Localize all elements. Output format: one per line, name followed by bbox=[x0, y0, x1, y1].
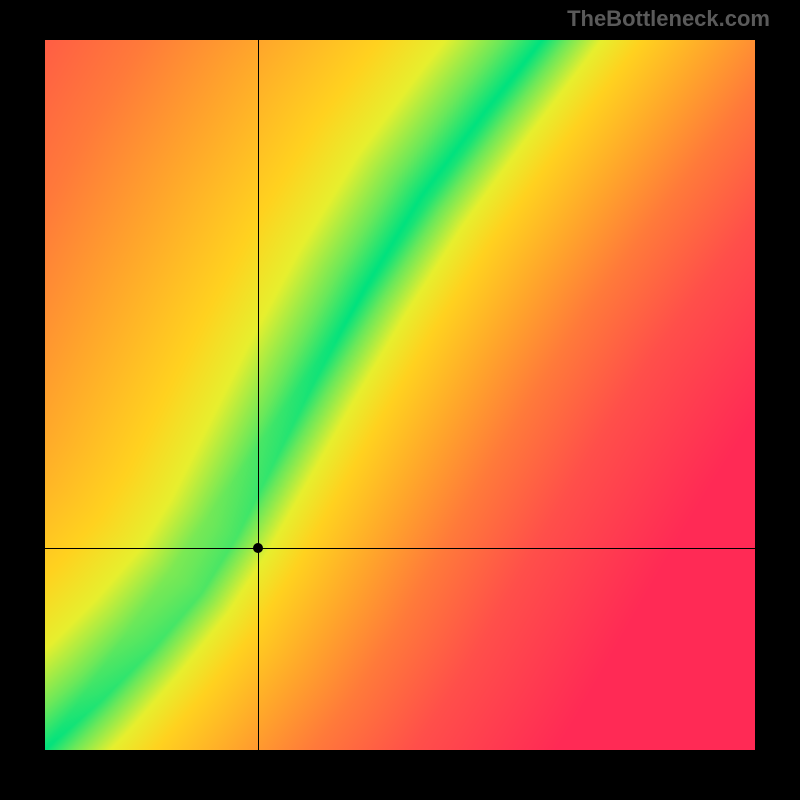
crosshair-horizontal bbox=[45, 548, 755, 549]
heatmap-canvas bbox=[45, 40, 755, 750]
marker-dot bbox=[253, 543, 263, 553]
heatmap-plot bbox=[45, 40, 755, 750]
watermark-text: TheBottleneck.com bbox=[567, 6, 770, 32]
crosshair-vertical bbox=[258, 40, 259, 750]
